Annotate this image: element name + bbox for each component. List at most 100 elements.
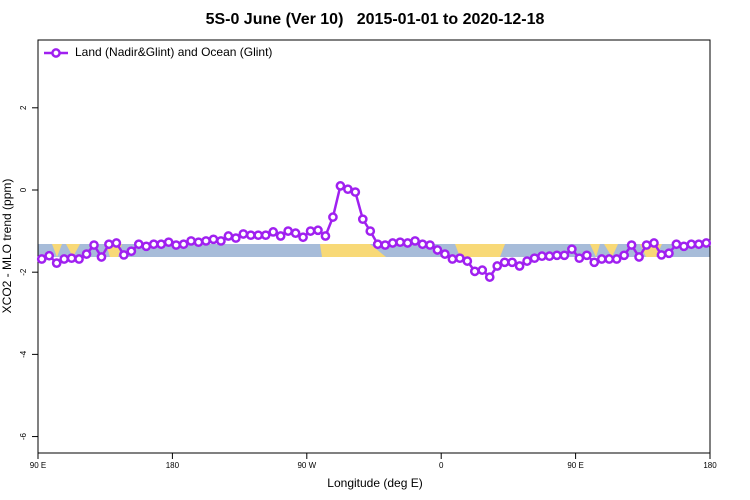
point	[51, 258, 62, 268]
point	[283, 226, 293, 236]
point	[268, 227, 279, 237]
point	[462, 256, 473, 266]
point	[514, 261, 525, 271]
point	[372, 239, 383, 250]
point	[380, 240, 391, 250]
point	[275, 231, 286, 241]
point	[245, 230, 256, 241]
point	[126, 246, 137, 257]
point	[574, 253, 585, 264]
point	[671, 239, 682, 250]
point	[260, 230, 271, 241]
plot-frame	[37, 39, 711, 454]
point	[178, 239, 189, 250]
point	[104, 239, 114, 250]
point	[537, 251, 547, 262]
point	[619, 250, 629, 261]
point	[469, 266, 480, 277]
point	[141, 241, 152, 252]
point	[59, 254, 69, 264]
point	[402, 238, 413, 248]
point	[581, 250, 592, 261]
point	[81, 249, 92, 259]
point	[111, 238, 122, 248]
point	[686, 239, 697, 250]
point	[440, 249, 450, 259]
y-tick-label: -6	[19, 432, 28, 440]
point	[231, 233, 241, 243]
point	[567, 244, 577, 255]
legend-marker	[51, 48, 61, 58]
point	[425, 240, 435, 250]
point	[133, 239, 144, 250]
point	[417, 239, 428, 250]
x-tick-label: 90 E	[567, 461, 583, 470]
point	[387, 238, 398, 248]
point	[604, 254, 615, 264]
point	[89, 240, 99, 250]
point	[447, 254, 458, 264]
point	[313, 225, 323, 236]
point	[66, 253, 77, 264]
point	[36, 254, 47, 264]
point	[201, 236, 211, 246]
x-axis-label: Longitude (deg E)	[327, 476, 422, 490]
point	[634, 252, 644, 262]
y-tick-label: -4	[19, 350, 28, 358]
point	[611, 254, 622, 264]
point	[328, 212, 338, 222]
point	[74, 254, 84, 264]
point	[350, 187, 361, 197]
point	[365, 226, 376, 236]
point	[208, 234, 219, 245]
point	[44, 250, 55, 261]
point	[335, 181, 346, 191]
point	[253, 230, 264, 241]
point	[171, 240, 181, 250]
point	[626, 240, 637, 250]
legend-label: Land (Nadir&Glint) and Ocean (Glint)	[75, 45, 272, 59]
point	[664, 248, 674, 259]
point	[163, 237, 174, 248]
point	[119, 250, 129, 260]
y-tick-label: 0	[19, 187, 28, 192]
point	[305, 226, 316, 236]
point	[410, 236, 420, 246]
point	[320, 231, 331, 241]
chart-title: 5S-0 June (Ver 10) 2015-01-01 to 2020-12…	[206, 11, 545, 28]
point	[148, 239, 159, 250]
x-tick-label: 180	[166, 461, 180, 470]
point	[223, 231, 234, 241]
point	[484, 272, 495, 282]
point	[492, 261, 503, 271]
point	[357, 214, 368, 225]
point	[290, 228, 301, 238]
point	[522, 256, 532, 266]
x-tick-label: 180	[703, 461, 717, 470]
point	[529, 253, 540, 264]
y-tick-label: -2	[19, 268, 28, 276]
point	[552, 250, 562, 261]
y-tick-label: 2	[19, 105, 28, 110]
point	[186, 236, 196, 246]
y-axis-label: XCO2 - MLO trend (ppm)	[0, 179, 14, 314]
point	[649, 238, 659, 248]
point	[641, 240, 652, 250]
x-tick-label: 0	[439, 461, 444, 470]
point	[477, 265, 488, 275]
point	[499, 257, 510, 268]
point	[656, 250, 667, 260]
point	[432, 245, 443, 255]
x-tick-label: 90 W	[297, 461, 316, 470]
point	[507, 257, 517, 268]
point	[96, 252, 107, 262]
point	[544, 251, 555, 262]
point	[455, 253, 465, 264]
point	[238, 229, 249, 239]
point	[701, 238, 712, 248]
point	[193, 237, 204, 248]
point	[559, 250, 570, 261]
point	[693, 239, 704, 250]
point	[343, 184, 353, 195]
